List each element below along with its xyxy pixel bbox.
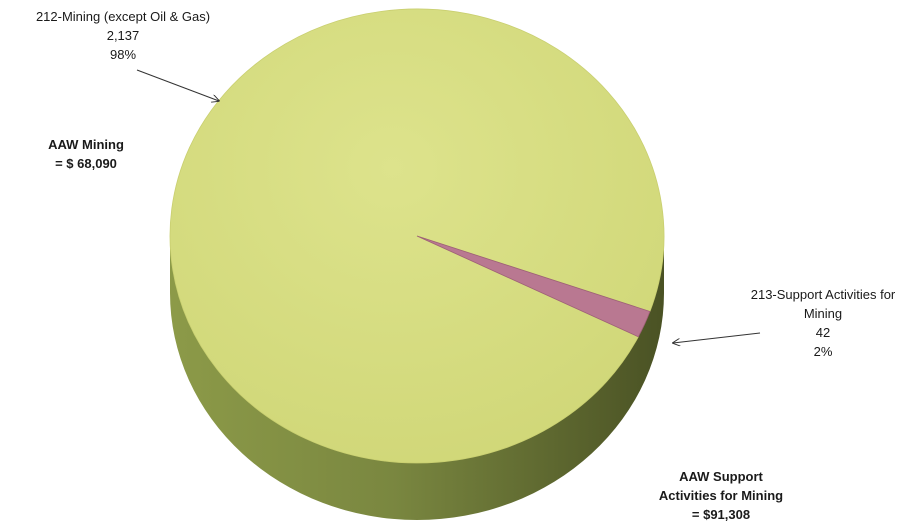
aaw-support-subtitle: Activities for Mining bbox=[659, 488, 783, 503]
mining-category-label: 212-Mining (except Oil & Gas) bbox=[36, 9, 210, 24]
pie-side-wall bbox=[170, 236, 664, 520]
mining-slice bbox=[169, 8, 665, 464]
support-label-arrow bbox=[673, 332, 761, 343]
aaw-support-value: = $91,308 bbox=[692, 507, 750, 522]
mining-percent-label: 98% bbox=[110, 47, 136, 62]
support-value-label: 42 bbox=[816, 325, 830, 340]
aaw-mining-title: AAW Mining bbox=[48, 137, 124, 152]
aaw-support-title: AAW Support bbox=[679, 469, 763, 484]
aaw-mining-value: = $ 68,090 bbox=[55, 156, 117, 171]
mining-value-label: 2,137 bbox=[107, 28, 140, 43]
support-slice bbox=[416, 235, 651, 338]
support-category-label: 213-Support Activities for bbox=[751, 287, 896, 302]
support-percent-label: 2% bbox=[814, 344, 833, 359]
support-category-label-2: Mining bbox=[804, 306, 842, 321]
mining-label-arrow bbox=[136, 69, 219, 101]
